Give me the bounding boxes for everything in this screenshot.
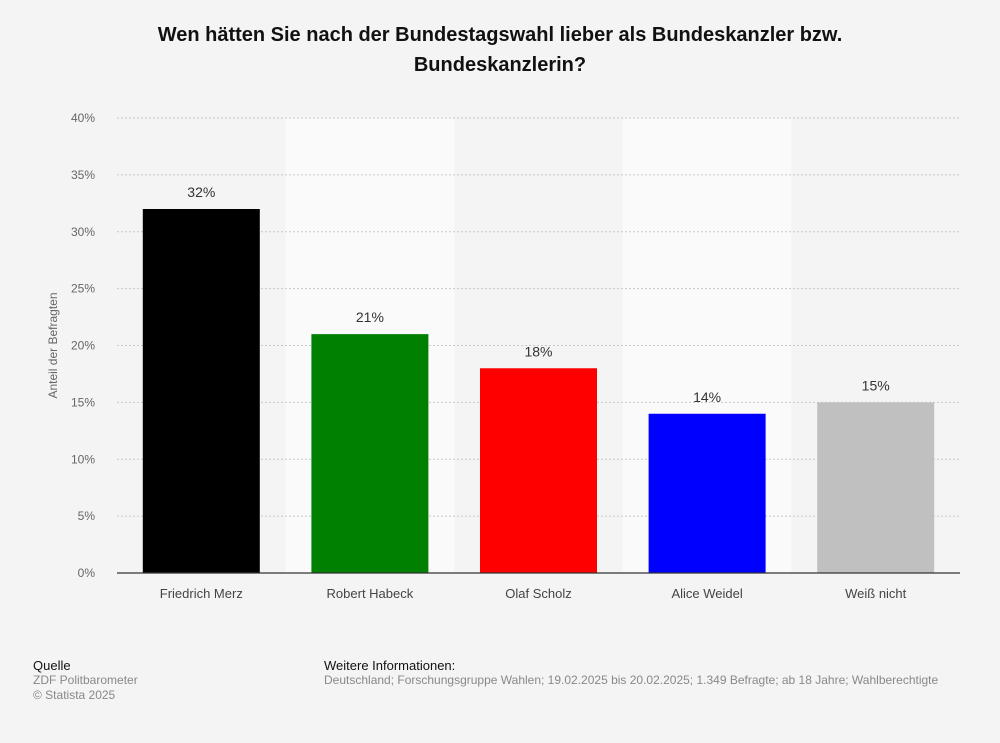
y-tick-label: 35%: [71, 168, 95, 182]
y-tick-label: 0%: [78, 566, 96, 580]
copyright-line: © Statista 2025: [33, 688, 116, 702]
data-label: 21%: [356, 309, 384, 325]
y-tick-label: 40%: [71, 111, 95, 125]
y-tick-label: 30%: [71, 225, 95, 239]
category-label: Robert Habeck: [327, 586, 414, 601]
bar: [142, 209, 260, 573]
info-heading: Weitere Informationen:: [324, 658, 456, 673]
bar: [817, 402, 935, 573]
y-tick-label: 5%: [78, 509, 96, 523]
bar: [311, 334, 429, 573]
y-tick-label: 20%: [71, 339, 95, 353]
chart-title: Wen hätten Sie nach der Bundestagswahl l…: [157, 24, 843, 76]
bar: [648, 413, 766, 573]
category-label: Alice Weidel: [671, 586, 742, 601]
y-tick-label: 25%: [71, 282, 95, 296]
bar: [480, 368, 597, 573]
footer-info: Weitere Informationen: Deutschland; Fors…: [324, 658, 938, 688]
y-axis-title: Anteil der Befragten: [46, 292, 60, 398]
data-label: 14%: [693, 389, 721, 405]
data-label: 32%: [187, 184, 215, 200]
footer-source: Quelle ZDF Politbarometer © Statista 202…: [33, 658, 138, 703]
data-label: 15%: [862, 377, 890, 393]
category-label: Olaf Scholz: [505, 586, 571, 601]
data-label: 18%: [524, 343, 552, 359]
source-heading: Quelle: [33, 658, 71, 673]
y-tick-label: 15%: [71, 395, 95, 409]
info-text: Deutschland; Forschungsgruppe Wahlen; 19…: [324, 673, 939, 687]
category-label: Friedrich Merz: [160, 586, 243, 601]
source-line: ZDF Politbarometer: [33, 673, 138, 687]
y-tick-label: 10%: [71, 452, 95, 466]
category-label: Weiß nicht: [845, 586, 907, 601]
